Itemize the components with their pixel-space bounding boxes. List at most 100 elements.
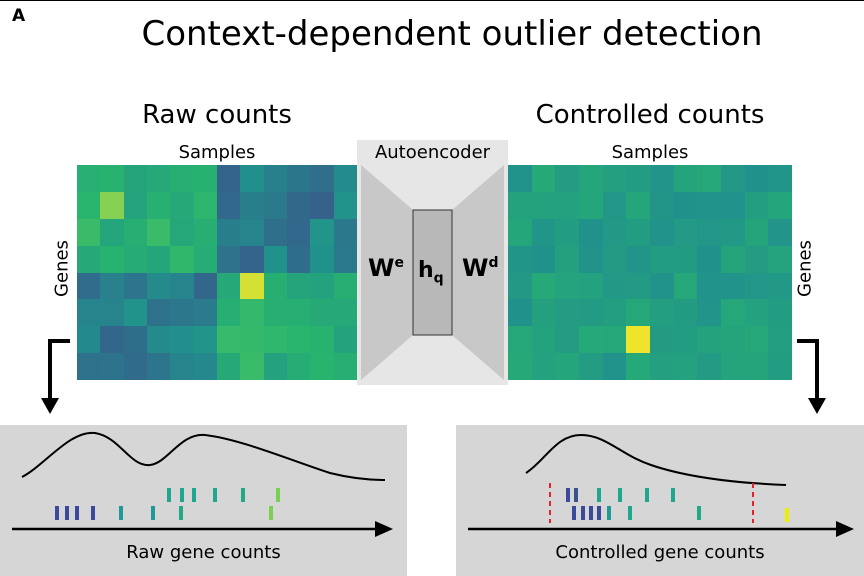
heatmap-cell xyxy=(649,272,674,300)
heatmap-cell xyxy=(263,218,287,246)
heatmap-cell xyxy=(626,245,650,273)
heatmap-cell xyxy=(333,165,357,192)
controlled-density-curve xyxy=(525,433,787,486)
heatmap-cell xyxy=(310,299,334,327)
heatmap-cell xyxy=(193,353,217,380)
raw-distribution-plot xyxy=(12,431,393,537)
heatmap-cell xyxy=(768,191,792,219)
heatmap-cell xyxy=(147,299,171,327)
heatmap-cell xyxy=(697,165,721,192)
heatmap-cell xyxy=(147,272,171,300)
count-tick xyxy=(213,488,217,502)
heatmap-cell xyxy=(673,191,698,219)
count-tick xyxy=(589,506,593,520)
count-tick xyxy=(597,506,601,520)
heatmap-cell xyxy=(287,353,311,380)
heatmap-cell xyxy=(263,272,287,300)
heatmap-cell xyxy=(578,165,603,192)
heatmap-cell xyxy=(602,353,627,380)
heatmap-cell xyxy=(697,326,721,354)
heatmap-cell xyxy=(240,326,264,354)
heatmap-cell xyxy=(240,218,264,246)
heatmap-cell xyxy=(147,326,171,354)
heatmap-cell xyxy=(768,272,792,300)
panel-letter: A xyxy=(12,6,26,26)
heatmap-cell xyxy=(170,353,194,380)
heatmap-cell xyxy=(100,299,124,327)
top-rule xyxy=(0,0,864,1)
heatmap-cell xyxy=(602,218,627,246)
heatmap-cell xyxy=(649,218,674,246)
controlled-samples-label: Samples xyxy=(611,142,689,163)
heatmap-cell xyxy=(310,245,334,273)
heatmap-cell xyxy=(649,191,674,219)
heatmap-cell xyxy=(720,326,745,354)
count-tick xyxy=(65,506,69,520)
heatmap-cell xyxy=(768,353,792,380)
raw-samples-label: Samples xyxy=(178,142,256,163)
raw-gene-counts-box xyxy=(0,425,407,576)
heatmap-cell xyxy=(508,165,532,192)
controlled-counts-heatmap xyxy=(508,165,792,380)
heatmap-cell xyxy=(744,191,769,219)
heatmap-cell xyxy=(77,191,101,219)
heatmap-cell xyxy=(508,272,532,300)
heatmap-cell xyxy=(240,299,264,327)
heatmap-cell xyxy=(720,353,745,380)
autoencoder-diagram xyxy=(357,140,508,385)
raw-genes-label: Genes xyxy=(51,240,73,297)
count-tick xyxy=(581,506,585,520)
heatmap-cell xyxy=(287,272,311,300)
heatmap-cell xyxy=(77,299,101,327)
heatmap-cell xyxy=(170,191,194,219)
heatmap-cell xyxy=(531,326,556,354)
decoder-weights-label: Wd xyxy=(462,254,499,282)
heatmap-cell xyxy=(555,165,579,192)
heatmap-cell xyxy=(287,245,311,273)
heatmap-cell xyxy=(673,272,698,300)
heatmap-cell xyxy=(193,299,217,327)
heatmap-cell xyxy=(720,191,745,219)
count-tick xyxy=(671,488,675,502)
heatmap-cell xyxy=(77,272,101,300)
heatmap-cell xyxy=(673,218,698,246)
heatmap-cell xyxy=(578,191,603,219)
encoder-weights-label: We xyxy=(368,254,404,282)
heatmap-cell xyxy=(555,299,579,327)
heatmap-cell xyxy=(147,245,171,273)
heatmap-cell xyxy=(240,272,264,300)
count-tick xyxy=(91,506,95,520)
raw-axis-arrowhead xyxy=(375,521,393,537)
heatmap-cell xyxy=(287,165,311,192)
count-tick xyxy=(167,488,171,502)
count-tick xyxy=(572,506,576,520)
heatmap-cell xyxy=(217,272,241,300)
count-tick xyxy=(574,488,578,502)
heatmap-cell xyxy=(287,191,311,219)
heatmap-cell xyxy=(626,191,650,219)
controlled-gene-counts-box xyxy=(456,425,864,576)
count-tick xyxy=(628,506,632,520)
heatmap-cell xyxy=(555,326,579,354)
heatmap-cell xyxy=(673,299,698,327)
raw-counts-heatmap xyxy=(77,165,357,380)
heatmap-cell xyxy=(333,218,357,246)
heatmap-cell xyxy=(310,272,334,300)
count-tick xyxy=(179,506,183,520)
encoder-trapezoid xyxy=(361,165,413,380)
heatmap-cell xyxy=(123,326,147,354)
heatmap-cell xyxy=(531,245,556,273)
heatmap-cell xyxy=(720,272,745,300)
heatmap-cell xyxy=(555,353,579,380)
heatmap-cell xyxy=(578,272,603,300)
heatmap-cell xyxy=(193,326,217,354)
count-tick xyxy=(75,506,79,520)
heatmap-cell xyxy=(578,245,603,273)
heatmap-cell xyxy=(287,218,311,246)
heatmap-cell xyxy=(263,165,287,192)
heatmap-cell xyxy=(310,353,334,380)
heatmap-cell xyxy=(263,191,287,219)
heatmap-cell xyxy=(170,218,194,246)
heatmap-cell xyxy=(123,299,147,327)
heatmap-cell xyxy=(147,191,171,219)
